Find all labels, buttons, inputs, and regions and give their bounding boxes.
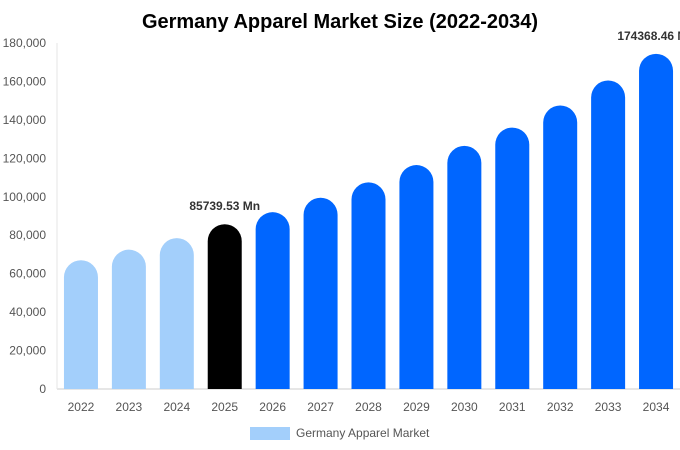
x-tick-label: 2022: [68, 400, 95, 414]
bar-2026[interactable]: [255, 212, 290, 389]
data-labels: 85739.53 Mn 174368.46 Mn: [189, 29, 680, 213]
bar-2030[interactable]: [447, 145, 482, 389]
bar-2023[interactable]: [111, 249, 146, 389]
y-tick-label: 140,000: [3, 113, 47, 127]
bar-2022[interactable]: [63, 260, 98, 389]
y-tick-label: 80,000: [9, 228, 46, 242]
x-tick-label: 2030: [451, 400, 478, 414]
bar-2032[interactable]: [543, 105, 578, 389]
x-tick-label: 2033: [595, 400, 622, 414]
legend-label: Germany Apparel Market: [296, 426, 430, 440]
y-tick-label: 40,000: [9, 305, 46, 319]
y-tick-label: 100,000: [3, 190, 47, 204]
x-tick-label: 2024: [163, 400, 190, 414]
bar-2031[interactable]: [495, 127, 530, 390]
x-tick-label: 2025: [211, 400, 238, 414]
x-tick-label: 2034: [643, 400, 670, 414]
x-tick-label: 2026: [259, 400, 286, 414]
data-label-2025: 85739.53 Mn: [189, 199, 260, 213]
bars: [63, 53, 674, 390]
y-tick-label: 60,000: [9, 267, 46, 281]
x-tick-label: 2032: [547, 400, 574, 414]
bar-2029[interactable]: [399, 165, 434, 389]
y-tick-label: 160,000: [3, 74, 47, 88]
bar-2024[interactable]: [159, 238, 194, 389]
legend: Germany Apparel Market: [250, 426, 430, 440]
x-tick-label: 2028: [355, 400, 382, 414]
x-tick-label: 2029: [403, 400, 430, 414]
bar-2028[interactable]: [351, 182, 386, 389]
chart-title: Germany Apparel Market Size (2022-2034): [142, 11, 538, 33]
x-tick-label: 2023: [116, 400, 143, 414]
bar-2027[interactable]: [303, 197, 338, 389]
y-tick-label: 0: [39, 382, 46, 396]
x-tick-label: 2027: [307, 400, 334, 414]
y-tick-label: 120,000: [3, 151, 47, 165]
bar-2034[interactable]: [639, 53, 674, 389]
bar-2033[interactable]: [591, 80, 626, 389]
y-tick-label: 20,000: [9, 344, 46, 358]
y-tick-label: 180,000: [3, 36, 47, 50]
x-axis: 2022 2023 2024 2025 2026 2027 2028 2029 2030 2031…: [68, 400, 670, 414]
legend-swatch: [250, 427, 290, 440]
bar-2025[interactable]: [207, 224, 242, 389]
x-tick-label: 2031: [499, 400, 526, 414]
y-axis: 0 20,000 40,000 60,000 80,000 100,000 120,000 1…: [3, 36, 680, 396]
data-label-2034: 174368.46 Mn: [617, 29, 680, 43]
